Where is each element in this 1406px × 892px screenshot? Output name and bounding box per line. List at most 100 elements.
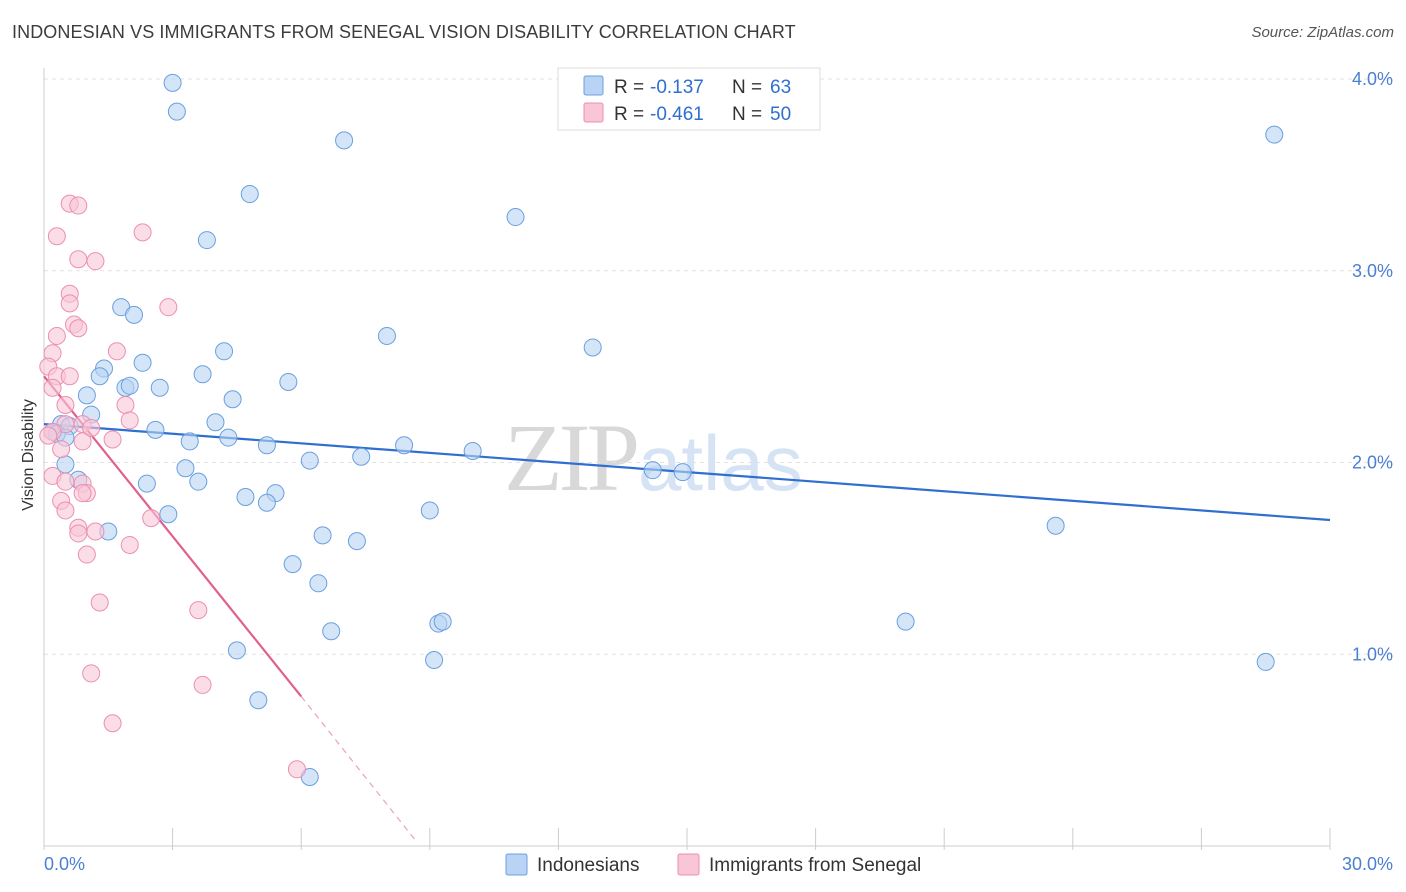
- point-indonesians-33: [395, 436, 414, 455]
- point-indonesians-26: [146, 420, 165, 439]
- stats-legend-swatch-indonesians: [583, 75, 604, 96]
- y-tick-label-1: 2.0%: [1352, 453, 1393, 473]
- chart-title: INDONESIAN VS IMMIGRANTS FROM SENEGAL VI…: [12, 22, 796, 42]
- point-indonesians-34: [463, 441, 482, 460]
- trend-line-senegal-extension: [300, 696, 418, 843]
- point-indonesians-60: [425, 651, 444, 670]
- point-senegal-40: [120, 535, 139, 554]
- stats-r-label-1: R =: [614, 77, 644, 98]
- point-indonesians-8: [125, 305, 144, 324]
- point-indonesians-57: [896, 612, 915, 631]
- point-indonesians-38: [176, 459, 195, 478]
- point-indonesians-31: [180, 432, 199, 451]
- point-indonesians-59: [227, 641, 246, 660]
- point-indonesians-2: [335, 131, 354, 150]
- point-senegal-26: [103, 430, 122, 449]
- point-indonesians-43: [137, 474, 156, 493]
- point-senegal-38: [86, 522, 105, 541]
- legend-label-indonesians: Indonesians: [537, 855, 639, 876]
- grid-lines: [44, 78, 1392, 655]
- point-indonesians-10: [583, 338, 602, 357]
- x-tick-label-min: 0.0%: [44, 854, 85, 874]
- legend-swatch-senegal: [677, 853, 700, 876]
- point-senegal-27: [73, 432, 92, 451]
- point-indonesians-14: [193, 365, 212, 384]
- stats-n-label-1: N =: [732, 77, 762, 98]
- point-senegal-42: [90, 593, 109, 612]
- axes: [43, 68, 1331, 850]
- series-legend: Indonesians Immigrants from Senegal: [505, 853, 921, 876]
- point-indonesians-47: [420, 501, 439, 520]
- stats-r-label-2: R =: [614, 104, 644, 125]
- point-indonesians-40: [673, 463, 692, 482]
- point-indonesians-11: [215, 342, 234, 361]
- y-tick-label-0: 1.0%: [1352, 644, 1393, 664]
- point-indonesians-9: [377, 326, 396, 345]
- point-indonesians-4: [240, 185, 259, 204]
- point-indonesians-12: [133, 353, 152, 372]
- point-senegal-17: [43, 378, 62, 397]
- point-senegal-25: [39, 426, 58, 445]
- point-senegal-23: [82, 418, 101, 437]
- point-indonesians-16: [279, 372, 298, 391]
- point-indonesians-61: [1256, 652, 1275, 671]
- point-senegal-33: [73, 484, 92, 503]
- point-senegal-16: [60, 367, 79, 386]
- point-senegal-28: [52, 440, 71, 459]
- point-senegal-35: [56, 501, 75, 520]
- point-indonesians-45: [236, 488, 255, 507]
- stats-n-value-2: 50: [770, 104, 791, 125]
- point-senegal-43: [189, 601, 208, 620]
- point-senegal-41: [77, 545, 96, 564]
- point-indonesians-23: [206, 413, 225, 432]
- point-senegal-4: [86, 252, 105, 271]
- y-tick-label-2: 3.0%: [1352, 261, 1393, 281]
- point-indonesians-0: [163, 73, 182, 92]
- point-senegal-36: [142, 509, 161, 528]
- point-indonesians-20: [77, 386, 96, 405]
- point-indonesians-6: [197, 231, 216, 250]
- point-indonesians-58: [322, 622, 341, 641]
- legend-label-senegal: Immigrants from Senegal: [709, 855, 921, 876]
- x-tick-labels: 0.0% 30.0%: [44, 854, 1393, 874]
- stats-legend: R = -0.137 N = 63 R = -0.461 N = 50: [557, 67, 821, 131]
- point-indonesians-39: [643, 461, 662, 480]
- point-indonesians-36: [300, 451, 319, 470]
- watermark: ZIP atlas: [504, 404, 803, 511]
- point-indonesians-5: [506, 208, 525, 227]
- point-senegal-20: [120, 411, 139, 430]
- stats-n-value-1: 63: [770, 77, 791, 98]
- stats-r-value-2: -0.461: [650, 104, 704, 125]
- point-senegal-39: [69, 524, 88, 543]
- stats-r-value-1: -0.137: [650, 77, 704, 98]
- point-senegal-45: [193, 675, 212, 694]
- point-indonesians-30: [219, 428, 238, 447]
- point-senegal-5: [69, 250, 88, 269]
- stats-legend-swatch-senegal: [583, 102, 604, 123]
- point-senegal-30: [56, 472, 75, 491]
- point-senegal-44: [82, 664, 101, 683]
- y-tick-label-3: 4.0%: [1352, 69, 1393, 89]
- point-senegal-11: [47, 326, 66, 345]
- chart-source: Source: ZipAtlas.com: [1251, 24, 1394, 41]
- point-indonesians-49: [1046, 516, 1065, 535]
- legend-swatch-indonesians: [505, 853, 528, 876]
- stats-n-label-2: N =: [732, 104, 762, 125]
- point-indonesians-56: [433, 612, 452, 631]
- point-indonesians-46: [257, 493, 276, 512]
- point-senegal-1: [69, 196, 88, 215]
- point-indonesians-21: [223, 390, 242, 409]
- point-senegal-3: [47, 227, 66, 246]
- y-tick-labels: 1.0% 2.0% 3.0% 4.0%: [1352, 69, 1393, 664]
- point-senegal-10: [69, 319, 88, 338]
- point-senegal-46: [103, 714, 122, 733]
- point-indonesians-32: [257, 436, 276, 455]
- point-indonesians-3: [1265, 125, 1284, 144]
- point-indonesians-18: [120, 376, 139, 395]
- data-points: [39, 73, 1284, 786]
- point-senegal-12: [107, 342, 126, 361]
- point-senegal-8: [159, 298, 178, 317]
- point-senegal-7: [60, 294, 79, 313]
- point-senegal-18: [116, 395, 135, 414]
